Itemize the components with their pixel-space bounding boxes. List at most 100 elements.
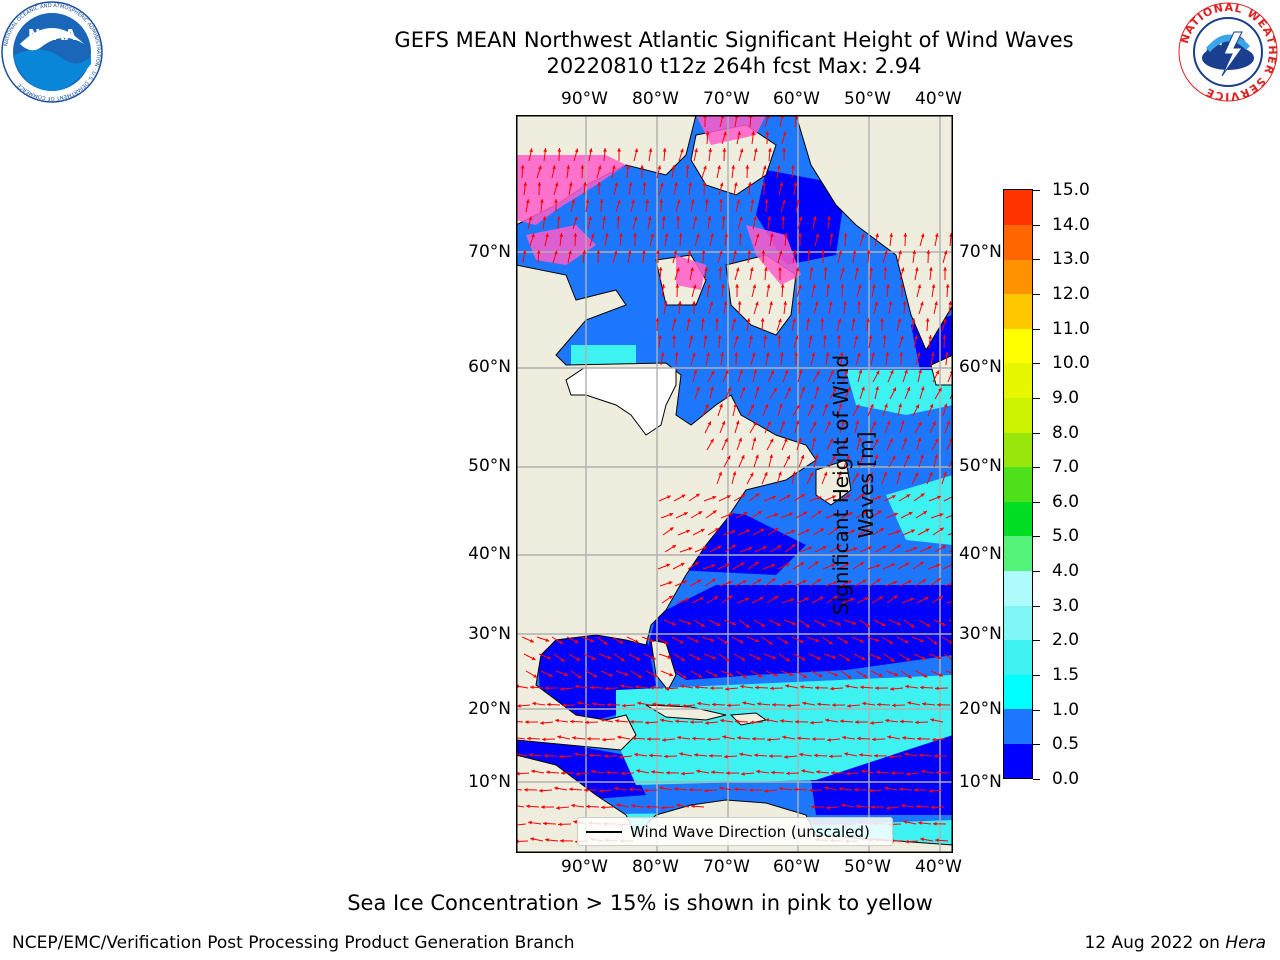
wave-direction-arrowhead — [631, 199, 635, 204]
wave-direction-arrowhead — [690, 720, 694, 725]
wave-direction-arrowhead — [747, 250, 752, 254]
wave-direction-arrowhead — [860, 454, 865, 459]
lat-tick-left-20n: 20°N — [468, 699, 511, 719]
wave-direction-arrowhead — [894, 512, 899, 517]
colorbar-tick-label: 4.0 — [1052, 561, 1080, 582]
wave-direction-arrowhead — [726, 455, 731, 460]
wave-direction-arrowhead — [767, 737, 771, 742]
wave-direction-arrowhead — [834, 672, 839, 677]
wave-direction-arrowhead — [846, 455, 850, 460]
wave-direction-arrowhead — [580, 165, 585, 169]
lat-tick-right-50n: 50°N — [959, 456, 1002, 476]
wave-direction-arrowhead — [834, 527, 839, 532]
colorbar-tick-label: 13.0 — [1052, 249, 1090, 270]
wave-direction-arrowhead — [704, 267, 709, 271]
wave-direction-arrowhead — [875, 233, 879, 238]
wave-direction-arrowhead — [737, 736, 741, 740]
wave-direction-arrowhead — [884, 250, 888, 255]
wave-direction-arrowhead — [658, 267, 663, 271]
wave-direction-arrowhead — [795, 420, 800, 425]
wave-direction-arrowhead — [733, 250, 737, 255]
wave-direction-arrowhead — [871, 284, 876, 289]
wave-direction-arrowhead — [689, 335, 694, 340]
wave-direction-arrowhead — [660, 718, 664, 723]
wave-direction-arrowhead — [793, 182, 798, 186]
wave-direction-arrowhead — [803, 674, 808, 678]
wave-direction-arrowhead — [740, 562, 745, 567]
wave-direction-arrowhead — [619, 640, 624, 644]
wave-direction-arrowhead — [769, 754, 773, 759]
wave-direction-arrowhead — [880, 318, 884, 322]
colorbar-segment — [1004, 259, 1032, 295]
colorbar-segment — [1004, 397, 1032, 433]
wave-direction-arrowhead — [784, 233, 788, 237]
wave-direction-arrowhead — [675, 719, 679, 724]
wave-direction-arrowhead — [896, 544, 901, 549]
wave-direction-arrowhead — [717, 545, 722, 550]
wave-direction-arrowhead — [907, 674, 912, 679]
wave-direction-arrowhead — [924, 596, 929, 601]
wave-direction-arrowhead — [814, 454, 819, 459]
wave-direction-arrowhead — [590, 233, 595, 238]
wave-direction-arrowhead — [710, 233, 714, 238]
wave-direction-arrowhead — [664, 754, 668, 759]
wave-direction-arrowhead — [660, 352, 665, 356]
wave-direction-arrowhead — [593, 673, 598, 678]
wave-direction-arrowhead — [801, 494, 806, 498]
wave-direction-arrowhead — [855, 404, 860, 409]
wave-direction-arrowhead — [560, 838, 564, 843]
wave-direction-arrowhead — [701, 318, 705, 322]
colorbar-segment — [1004, 328, 1032, 364]
wave-direction-arrowhead — [711, 564, 716, 568]
wave-direction-arrowhead — [810, 720, 814, 725]
wave-direction-arrowhead — [859, 753, 863, 757]
wave-direction-arrowhead — [696, 656, 701, 661]
colorbar-segment — [1004, 190, 1032, 226]
wave-height-map — [516, 115, 953, 853]
wave-direction-arrowhead — [780, 352, 784, 356]
wave-direction-arrowhead — [634, 148, 639, 153]
wave-direction-arrowhead — [774, 596, 779, 600]
wave-direction-arrowhead — [755, 454, 759, 459]
wave-direction-arrowhead — [860, 685, 864, 690]
wave-direction-arrowhead — [676, 199, 681, 204]
wave-direction-arrowhead — [893, 595, 898, 600]
wave-direction-arrowhead — [838, 250, 843, 255]
wave-direction-arrowhead — [737, 131, 741, 136]
wave-direction-arrowhead — [651, 770, 655, 774]
wave-direction-arrowhead — [526, 804, 530, 809]
wave-direction-arrowhead — [635, 685, 639, 689]
wave-direction-arrowhead — [547, 702, 551, 707]
wave-direction-arrowhead — [695, 493, 700, 498]
wave-direction-arrowhead — [861, 233, 865, 238]
wave-direction-arrowhead — [768, 148, 772, 152]
wave-direction-arrowhead — [920, 638, 925, 643]
wave-direction-arrowhead — [903, 820, 908, 824]
wave-direction-arrowhead — [764, 403, 769, 408]
wave-direction-arrowhead — [883, 471, 888, 476]
wave-direction-arrowhead — [642, 182, 647, 186]
wave-direction-arrowhead — [784, 369, 789, 374]
wave-direction-arrow — [943, 495, 953, 502]
wave-direction-arrowhead — [680, 562, 685, 567]
wave-direction-arrowhead — [889, 754, 893, 759]
wave-direction-arrowhead — [906, 657, 911, 661]
colorbar-segment — [1004, 743, 1032, 779]
wave-direction-arrowhead — [943, 267, 947, 271]
wave-direction-arrowhead — [665, 686, 669, 691]
wave-direction-arrowhead — [822, 545, 827, 550]
wave-direction-arrowhead — [555, 718, 559, 723]
wave-direction-arrowhead — [697, 579, 702, 584]
wave-direction-arrowhead — [811, 804, 815, 809]
wave-direction-arrowhead — [666, 495, 671, 499]
wave-direction-arrowhead — [577, 701, 582, 705]
wave-direction-arrowhead — [780, 284, 785, 288]
wave-direction-arrowhead — [805, 623, 810, 628]
wave-direction-arrowhead — [782, 131, 787, 136]
wave-direction-arrowhead — [707, 216, 712, 220]
colorbar-tick-label: 0.0 — [1052, 769, 1080, 789]
wind-wave-arrows — [516, 115, 953, 844]
wave-direction-arrowhead — [839, 787, 843, 791]
wave-direction-arrowhead — [531, 656, 536, 661]
wave-direction-arrowhead — [516, 771, 520, 776]
